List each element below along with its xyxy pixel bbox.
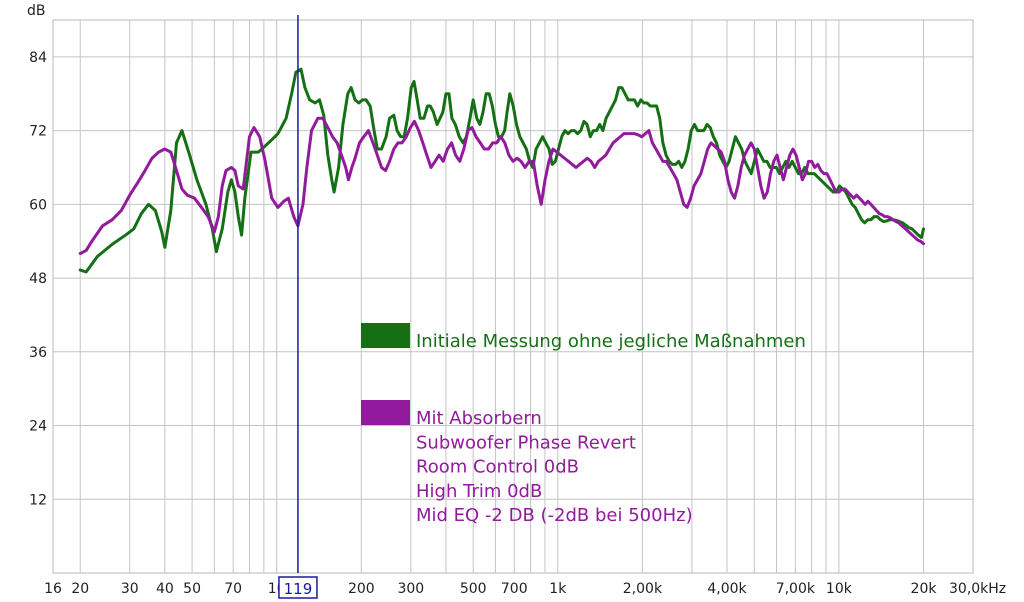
x-tick-label: 4,00k <box>707 581 747 597</box>
frequency-cursor[interactable]: 119 <box>278 15 318 599</box>
series-lines <box>78 67 925 274</box>
y-tick-label: 84 <box>29 50 47 66</box>
y-tick-label: 60 <box>29 197 47 213</box>
series-line-2 <box>78 116 925 255</box>
x-tick-label: 16 <box>44 581 62 597</box>
x-tick-label: 500 <box>460 581 487 597</box>
y-tick-label: 12 <box>29 492 47 508</box>
legend-swatch <box>361 400 410 425</box>
y-tick-label: 72 <box>29 124 47 140</box>
y-tick-label: 48 <box>29 271 47 287</box>
legend-swatch <box>361 323 410 348</box>
x-tick-label: 30 <box>121 581 139 597</box>
legend-label: Room Control 0dB <box>416 457 579 478</box>
legend-label: Subwoofer Phase Revert <box>416 432 636 453</box>
legend: Initiale Messung ohne jegliche Maßnahmen… <box>361 323 806 526</box>
legend-label: High Trim 0dB <box>416 481 542 502</box>
x-tick-label: 2,00k <box>623 581 663 597</box>
x-tick-label: 50 <box>183 581 201 597</box>
y-tick-label: 36 <box>29 345 47 361</box>
cursor-label: 119 <box>284 580 313 598</box>
x-tick-label: 20k <box>911 581 938 597</box>
x-tick-label: 10k <box>826 581 853 597</box>
x-tick-label: 1k <box>549 581 567 597</box>
legend-label: Mid EQ -2 DB (-2dB bei 500Hz) <box>416 505 693 526</box>
x-tick-label: 30,0kHz <box>949 581 1006 597</box>
x-tick-label: 40 <box>156 581 174 597</box>
x-tick-label: 7,00k <box>776 581 816 597</box>
y-axis-label: dB <box>27 3 46 19</box>
legend-label: Mit Absorbern <box>416 408 542 429</box>
legend-label: Initiale Messung ohne jegliche Maßnahmen <box>416 331 806 352</box>
x-tick-labels: 16 20 30 40 50 70 10 200 300 500 700 1k 2,00k 4,00k 7,… <box>44 581 1006 597</box>
cursor-label-box[interactable] <box>278 576 318 599</box>
y-tick-label: 24 <box>29 419 47 435</box>
x-tick-label: 300 <box>397 581 424 597</box>
y-tick-labels: 12 24 36 48 60 72 84 <box>29 50 47 508</box>
x-tick-label: 700 <box>501 581 528 597</box>
x-tick-label: 200 <box>348 581 375 597</box>
x-tick-label: 20 <box>71 581 89 597</box>
x-tick-label: 70 <box>224 581 242 597</box>
